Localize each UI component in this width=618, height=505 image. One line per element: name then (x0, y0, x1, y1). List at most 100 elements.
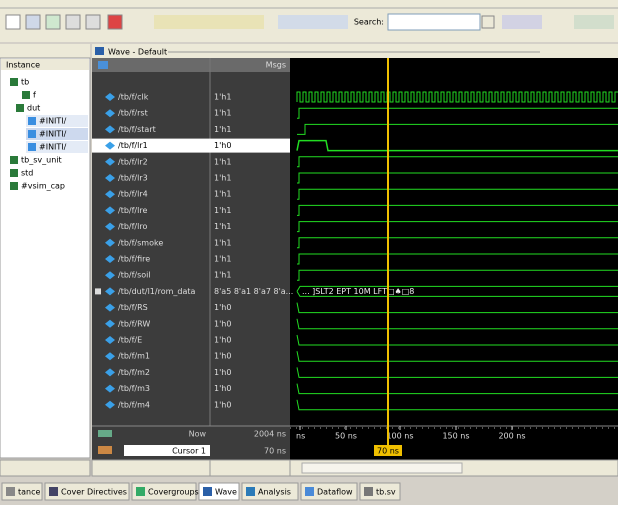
signal-icon (105, 125, 115, 134)
signal-name[interactable]: /tb/f/m4 (118, 400, 150, 409)
wave-icon (95, 47, 104, 55)
tab[interactable] (131, 482, 197, 501)
signal-icon (105, 255, 115, 263)
tab-icon (136, 487, 145, 496)
signal-icon (105, 190, 115, 199)
tree-item[interactable]: tb (21, 78, 29, 87)
signal-value: 1'h1 (214, 222, 231, 231)
tree-item[interactable]: std (21, 169, 33, 178)
tab[interactable] (241, 482, 299, 501)
signal-icon (105, 336, 115, 344)
waveform (296, 139, 618, 152)
tab-label[interactable]: Analysis (258, 488, 291, 497)
wave-scroll-thumb[interactable] (301, 462, 463, 474)
tab-icon (246, 487, 255, 496)
signal-name[interactable]: /tb/f/lr3 (118, 174, 148, 183)
signal-name[interactable]: /tb/f/E (118, 336, 142, 345)
tree-item[interactable]: #INITI/ (39, 143, 67, 152)
cursor-label: Cursor 1 (172, 447, 206, 456)
signal-name[interactable]: /tb/f/soil (118, 271, 151, 280)
tab-icon (364, 487, 373, 496)
signal-name[interactable]: /tb/f/lr2 (118, 157, 148, 166)
tree-item[interactable]: tb_sv_unit (21, 156, 62, 165)
cursor-marker: 70 ns (377, 447, 399, 456)
values-column (210, 58, 290, 426)
signal-name[interactable]: /tb/f/start (118, 125, 156, 134)
tree-item[interactable]: #INITI/ (39, 117, 67, 126)
signal-value: 1'h1 (214, 174, 231, 183)
signal-name[interactable]: /tb/f/clk (118, 93, 149, 102)
signal-name[interactable]: /tb/f/smoke (118, 238, 163, 247)
instance-header: Instance (6, 61, 40, 70)
signal-value: 1'h1 (214, 125, 231, 134)
signal-name[interactable]: /tb/f/lr1 (118, 141, 148, 150)
signal-name[interactable]: /tb/f/m1 (118, 352, 150, 361)
waveform (296, 367, 618, 378)
waveform (297, 172, 618, 184)
tab-label[interactable]: Dataflow (317, 488, 353, 497)
search-dropdown[interactable] (481, 15, 495, 29)
tree-icon (10, 78, 18, 86)
signal-name[interactable]: /tb/f/lro (118, 222, 147, 231)
tree-selection (26, 128, 88, 140)
signal-value: 1'h0 (214, 384, 231, 393)
tab[interactable] (44, 482, 130, 501)
signal-value: 1'h0 (214, 352, 231, 361)
msgs-header-bg (92, 58, 290, 72)
signal-name[interactable]: /tb/f/RS (118, 303, 148, 312)
signal-value: 1'h1 (214, 157, 231, 166)
signal-name[interactable]: /tb/f/RW (118, 319, 150, 328)
tab[interactable] (300, 482, 358, 501)
signal-name[interactable]: /tb/f/m3 (118, 384, 150, 393)
cursor-label-bg (124, 445, 210, 456)
signal-icon (105, 222, 115, 231)
now-icon (98, 430, 112, 437)
instance-scrollbar[interactable] (0, 459, 91, 477)
tab-label[interactable]: tb.sv (376, 488, 396, 497)
values-scrollbar[interactable] (209, 459, 291, 477)
tree-item[interactable]: dut (27, 104, 40, 113)
tab-label[interactable]: Covergroups (148, 488, 199, 497)
tree-icon (10, 182, 18, 190)
waveform (297, 107, 618, 119)
signal-rows: /tb/f/clk 1'h1/tb/f/rst 1'h1/tb/f/start 1'h… (92, 91, 618, 411)
signal-name[interactable]: /tb/f/lr4 (118, 190, 148, 199)
tree-item[interactable]: #vsim_cap (21, 182, 65, 191)
waveform (297, 204, 618, 216)
tree-item[interactable]: #INITI/ (39, 130, 67, 139)
signal-name[interactable]: /tb/f/m2 (118, 368, 150, 377)
signal-value: 1'h1 (214, 255, 231, 264)
tab-label[interactable]: Wave (215, 488, 237, 497)
cursor-marker-bg[interactable] (374, 445, 402, 456)
waveform (297, 237, 618, 249)
signal-name[interactable]: /tb/f/lre (118, 206, 147, 215)
toolbar-icons (5, 14, 614, 30)
waveform (297, 188, 618, 200)
signal-value: 1'h1 (214, 93, 231, 102)
signal-value: 1'h0 (214, 141, 231, 150)
tab-icon (305, 487, 314, 496)
signal-name[interactable]: /tb/f/fire (118, 255, 150, 264)
signal-icon (105, 287, 115, 296)
tab-label[interactable]: tance (18, 488, 41, 497)
tree-icon (28, 143, 36, 151)
waveform (296, 318, 618, 330)
waveform (296, 285, 618, 297)
tab-label[interactable]: Cover Directives (61, 488, 127, 497)
tab-icon (6, 487, 15, 496)
names-scrollbar[interactable] (91, 459, 211, 477)
instance-toolbar (0, 44, 90, 58)
signal-icon (105, 352, 115, 361)
signal-icon (105, 400, 115, 409)
signal-value: 1'h1 (214, 190, 231, 199)
signal-name[interactable]: /tb/dut/l1/rom_data (118, 287, 196, 296)
now-value: 2004 ns (254, 430, 286, 439)
signal-value: 8'a5 8'a1 8'a7 8'a... (214, 287, 293, 296)
search-box[interactable] (387, 13, 481, 31)
signal-icon (105, 319, 115, 328)
waveform (297, 221, 618, 233)
tree-item[interactable]: f (33, 91, 36, 100)
selected-row (92, 138, 290, 153)
signal-name[interactable]: /tb/f/rst (118, 109, 148, 118)
